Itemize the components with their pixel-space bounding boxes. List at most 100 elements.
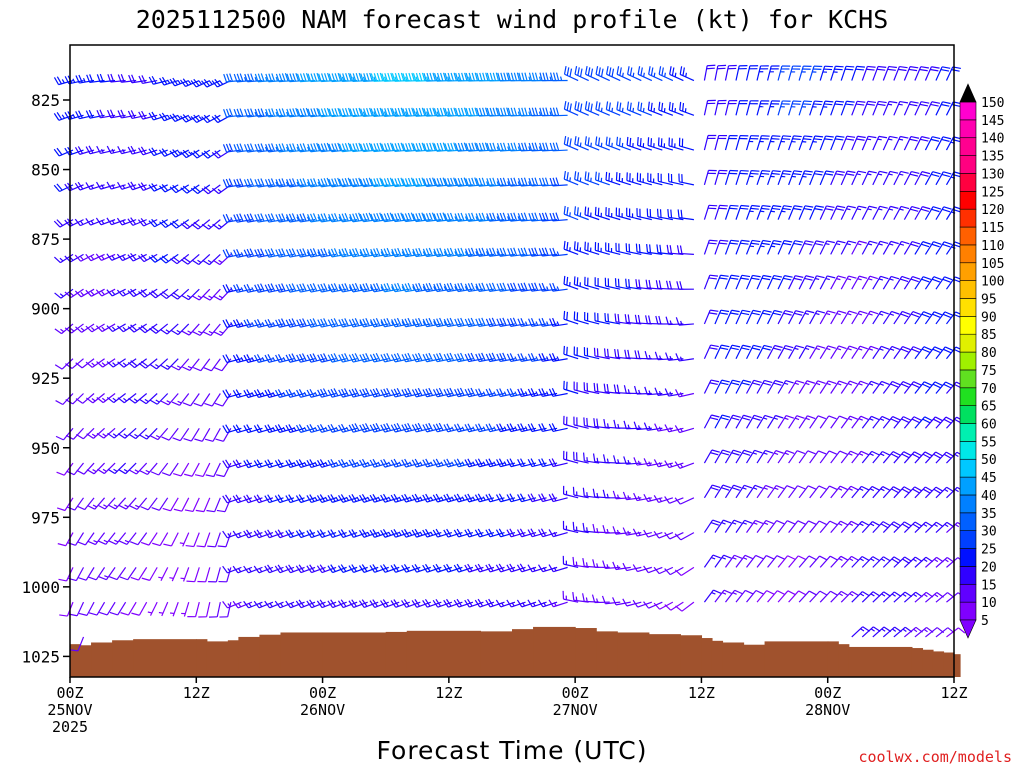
- barb-half-feather: [327, 251, 331, 256]
- barb-shaft: [72, 427, 84, 440]
- wind-barb: [359, 212, 379, 223]
- barb-full-feather: [260, 283, 265, 292]
- barb-full-feather: [344, 143, 349, 152]
- barb-full-feather: [342, 73, 346, 82]
- barb-full-feather: [256, 424, 262, 432]
- barb-full-feather: [781, 138, 791, 140]
- barb-full-feather: [359, 494, 365, 503]
- barb-full-feather: [298, 564, 305, 572]
- barb-full-feather: [423, 178, 427, 187]
- barb-full-feather: [191, 223, 199, 230]
- barb-full-feather: [369, 494, 375, 503]
- barb-half-feather: [101, 219, 105, 225]
- barb-full-feather: [573, 276, 576, 285]
- barb-full-feather: [330, 564, 336, 572]
- barb-full-feather: [639, 138, 642, 147]
- barb-shaft: [75, 532, 85, 546]
- barb-full-feather: [65, 399, 74, 405]
- barb-shaft: [95, 567, 106, 581]
- barb-full-feather: [151, 218, 158, 226]
- barb-full-feather: [572, 556, 575, 566]
- barb-full-feather: [422, 600, 428, 608]
- barb-full-feather: [243, 565, 249, 574]
- barb-full-feather: [85, 146, 91, 155]
- barb-full-feather: [404, 388, 410, 397]
- barb-full-feather: [267, 459, 273, 467]
- barb-full-feather: [222, 249, 228, 258]
- barb-full-feather: [225, 143, 231, 152]
- barb-full-feather: [54, 364, 63, 370]
- barb-full-feather: [190, 116, 198, 123]
- barb-full-feather: [306, 354, 312, 363]
- barb-full-feather: [169, 114, 176, 122]
- barb-full-feather: [337, 565, 344, 573]
- barb-half-feather: [307, 181, 310, 186]
- wind-barb: [223, 108, 242, 118]
- wind-barb: [317, 107, 337, 118]
- barb-full-feather: [260, 213, 265, 222]
- barb-half-feather: [275, 76, 279, 82]
- barb-full-feather: [432, 107, 436, 116]
- barb-full-feather: [222, 179, 228, 188]
- barb-full-feather: [275, 143, 280, 153]
- barb-full-feather: [594, 171, 597, 180]
- barb-full-feather: [376, 247, 381, 257]
- barb-full-feather: [393, 458, 399, 467]
- barb-full-feather: [288, 248, 294, 257]
- barb-full-feather: [415, 178, 420, 187]
- barb-full-feather: [222, 495, 228, 504]
- barb-full-feather: [383, 493, 389, 502]
- wind-barb: [264, 213, 284, 223]
- wind-barb: [191, 219, 211, 230]
- barb-half-feather: [377, 531, 381, 536]
- barb-full-feather: [298, 424, 305, 432]
- barb-full-feather: [152, 542, 161, 547]
- barb-full-feather: [361, 599, 368, 607]
- barb-half-feather: [398, 496, 402, 501]
- barb-full-feather: [383, 423, 389, 432]
- wind-barb: [285, 248, 305, 258]
- wind-barb: [307, 178, 326, 188]
- barb-full-feather: [379, 72, 384, 82]
- barb-full-feather: [391, 283, 396, 292]
- barb-full-feather: [151, 183, 158, 191]
- barb-half-feather: [122, 362, 127, 366]
- barb-full-feather: [396, 387, 402, 396]
- barb-full-feather: [88, 612, 98, 616]
- barb-full-feather: [58, 578, 67, 582]
- barb-half-feather: [261, 357, 265, 362]
- wind-barb: [106, 393, 126, 404]
- wind-barb: [170, 253, 190, 265]
- barb-full-feather: [362, 178, 367, 187]
- barb-half-feather: [122, 184, 126, 189]
- barb-half-feather: [377, 496, 381, 501]
- barb-half-feather: [177, 115, 182, 120]
- barb-full-feather: [365, 177, 370, 187]
- barb-half-feather: [208, 330, 213, 334]
- barb-full-feather: [394, 213, 399, 222]
- barb-full-feather: [369, 600, 376, 608]
- barb-full-feather: [404, 458, 410, 467]
- barb-full-feather: [140, 253, 148, 261]
- barb-full-feather: [401, 529, 407, 538]
- barb-half-feather: [348, 286, 352, 291]
- barb-shaft: [210, 358, 221, 372]
- barb-full-feather: [257, 73, 262, 82]
- barb-half-feather: [293, 461, 297, 467]
- barb-full-feather: [214, 78, 221, 87]
- wind-barb: [169, 219, 190, 229]
- barb-full-feather: [319, 459, 326, 467]
- barb-full-feather: [319, 564, 326, 572]
- wind-barb: [328, 72, 347, 83]
- barb-full-feather: [291, 318, 297, 327]
- barb-half-feather: [596, 457, 599, 463]
- barb-full-feather: [370, 213, 375, 222]
- wind-barb: [159, 323, 179, 335]
- wind-barb: [130, 567, 148, 581]
- barb-full-feather: [236, 178, 241, 187]
- barb-full-feather: [274, 495, 281, 503]
- barb-full-feather: [425, 318, 431, 327]
- barb-full-feather: [172, 184, 179, 192]
- barb-full-feather: [249, 213, 255, 222]
- barb-full-feather: [386, 177, 391, 187]
